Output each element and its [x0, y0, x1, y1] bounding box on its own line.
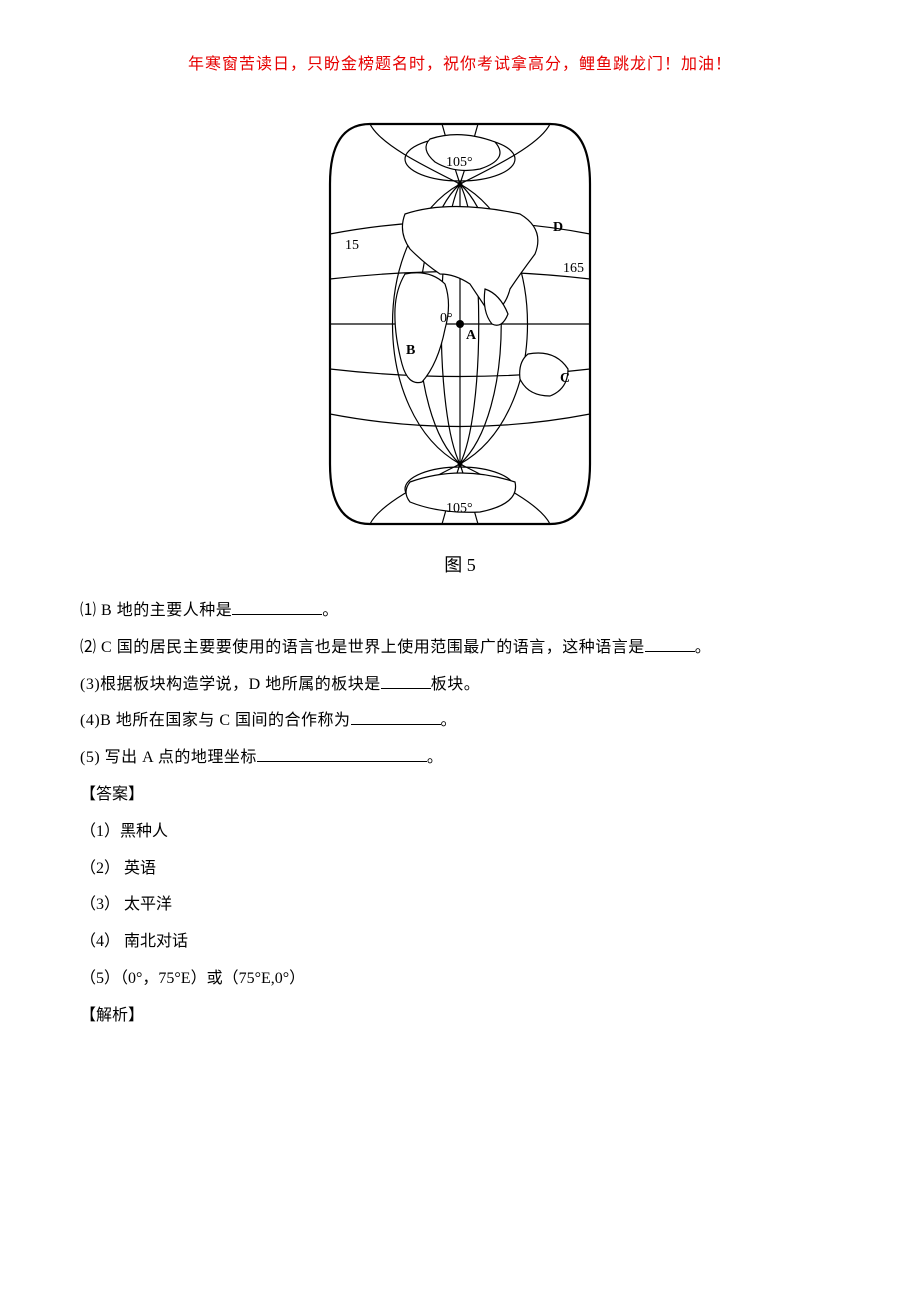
label-165: 165: [563, 261, 584, 276]
question-3: (3)根据板块构造学说，D 地所属的板块是 板块。: [80, 667, 840, 704]
answer-2: （2） 英语: [80, 851, 840, 888]
question-1: ⑴ B 地的主要人种是 。: [80, 593, 840, 630]
answer-3: （3） 太平洋: [80, 887, 840, 924]
q1-blank: [232, 600, 322, 615]
figure-caption: 图 5: [80, 551, 840, 577]
q1-text-b: 。: [322, 602, 339, 619]
q1-text-a: B 地的主要人种是: [97, 602, 233, 619]
q2-text-b: 。: [695, 639, 712, 656]
q3-text-b: 板块。: [431, 676, 481, 693]
label-105-bottom: 105°: [446, 501, 473, 516]
q5-text-a: 写出 A 点的地理坐标: [100, 749, 257, 766]
q3-num: (3): [80, 676, 100, 693]
motivational-header: 年寒窗苦读日，只盼金榜题名时，祝你考试拿高分，鲤鱼跳龙门！加油！: [80, 50, 840, 74]
q4-num: (4): [80, 712, 100, 729]
q5-blank: [257, 747, 427, 762]
label-0: 0°: [440, 311, 453, 326]
figure-5-container: 105° 105° 15 165 0° A B C D 图 5: [80, 114, 840, 577]
q3-text-a: 根据板块构造学说，D 地所属的板块是: [100, 676, 381, 693]
q5-text-b: 。: [427, 749, 444, 766]
label-15: 15: [345, 238, 359, 253]
q4-text-b: 。: [441, 712, 458, 729]
q5-num: (5): [80, 749, 100, 766]
q2-text-a: C 国的居民主要要使用的语言也是世界上使用范围最广的语言，这种语言是: [97, 639, 645, 656]
label-C: C: [560, 371, 570, 386]
q3-blank: [381, 673, 431, 688]
answer-4: （4） 南北对话: [80, 924, 840, 961]
world-map-projection: 105° 105° 15 165 0° A B C D: [310, 114, 610, 534]
label-A: A: [466, 328, 477, 343]
answer-1: （1）黑种人: [80, 814, 840, 851]
answer-section-label: 【答案】: [80, 777, 840, 814]
answer-5: （5）（0°，75°E）或（75°E,0°）: [80, 961, 840, 998]
analysis-section-label: 【解析】: [80, 998, 840, 1035]
q4-text-a: B 地所在国家与 C 国间的合作称为: [100, 712, 350, 729]
label-D: D: [553, 220, 563, 235]
document-page: 年寒窗苦读日，只盼金榜题名时，祝你考试拿高分，鲤鱼跳龙门！加油！: [0, 0, 920, 1035]
q2-blank: [645, 636, 695, 651]
question-4: (4)B 地所在国家与 C 国间的合作称为 。: [80, 703, 840, 740]
label-105-top: 105°: [446, 155, 473, 170]
q2-num: ⑵: [80, 639, 97, 656]
q1-num: ⑴: [80, 602, 97, 619]
question-2: ⑵ C 国的居民主要要使用的语言也是世界上使用范围最广的语言，这种语言是 。: [80, 630, 840, 667]
question-5: (5) 写出 A 点的地理坐标 。: [80, 740, 840, 777]
label-B: B: [406, 343, 415, 358]
q4-blank: [351, 710, 441, 725]
